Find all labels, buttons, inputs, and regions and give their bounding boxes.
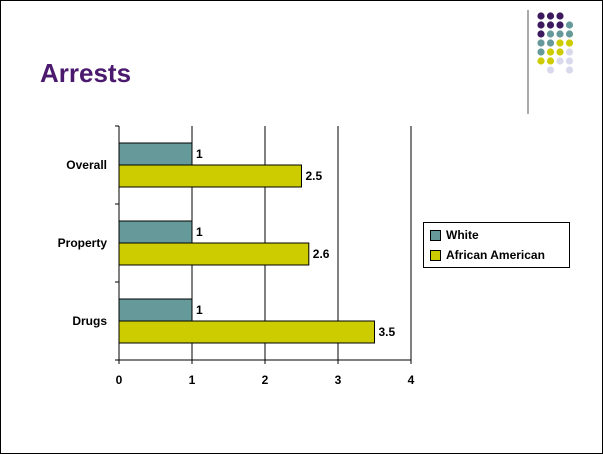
x-tick-label: 0 bbox=[116, 373, 123, 387]
x-tick-label: 3 bbox=[335, 373, 342, 387]
decorative-dot bbox=[556, 57, 564, 65]
data-label: 1 bbox=[196, 225, 203, 239]
decorative-dot bbox=[546, 12, 555, 20]
decorative-dot bbox=[565, 57, 574, 65]
data-label: 2.5 bbox=[306, 169, 323, 183]
x-tick-label: 2 bbox=[262, 373, 269, 387]
x-tick-label: 4 bbox=[408, 373, 415, 387]
decorative-dot bbox=[556, 21, 564, 29]
decorative-dot bbox=[565, 48, 574, 56]
bar-white bbox=[118, 142, 193, 166]
decorative-dot bbox=[546, 30, 555, 38]
decorative-dot bbox=[537, 21, 545, 29]
data-label: 2.6 bbox=[313, 247, 330, 261]
decorative-dot bbox=[565, 39, 574, 47]
decorative-dot bbox=[546, 39, 555, 47]
decorative-dot bbox=[537, 57, 545, 65]
bar-african-american bbox=[118, 242, 310, 266]
data-label: 1 bbox=[196, 147, 203, 161]
decorative-dot-grid bbox=[527, 10, 574, 114]
decorative-dot bbox=[537, 30, 545, 38]
decorative-dot bbox=[556, 30, 564, 38]
decorative-dot bbox=[556, 39, 564, 47]
decorative-dot bbox=[537, 12, 545, 20]
decorative-dot bbox=[537, 48, 545, 56]
decorative-dot bbox=[546, 66, 555, 74]
x-tick-label: 1 bbox=[189, 373, 196, 387]
slide-title: Arrests bbox=[40, 58, 132, 88]
legend-label-african-american: African American bbox=[446, 248, 545, 262]
decorative-dot bbox=[556, 48, 564, 56]
bar-white bbox=[118, 220, 193, 244]
data-label: 1 bbox=[196, 303, 203, 317]
bar-african-american bbox=[118, 164, 302, 188]
decorative-dot bbox=[565, 66, 574, 74]
legend-item-white: White bbox=[430, 227, 479, 243]
decorative-dot bbox=[565, 21, 574, 29]
category-label: Drugs bbox=[72, 314, 107, 328]
decorative-dot bbox=[537, 39, 545, 47]
decorative-dot bbox=[546, 57, 555, 65]
category-label: Property bbox=[58, 236, 108, 250]
decorative-dot bbox=[546, 48, 555, 56]
decorative-dot bbox=[565, 30, 574, 38]
bar-white bbox=[118, 298, 193, 322]
chart-legend: White African American bbox=[423, 222, 570, 268]
category-label: Overall bbox=[66, 158, 107, 172]
decorative-dot bbox=[556, 12, 564, 20]
bar-african-american bbox=[118, 320, 375, 344]
decorative-dot bbox=[546, 21, 555, 29]
data-label: 3.5 bbox=[379, 325, 396, 339]
legend-swatch-white bbox=[430, 229, 441, 241]
legend-item-african-american: African American bbox=[430, 247, 545, 263]
legend-swatch-african-american bbox=[430, 249, 441, 261]
legend-label-white: White bbox=[446, 228, 479, 242]
